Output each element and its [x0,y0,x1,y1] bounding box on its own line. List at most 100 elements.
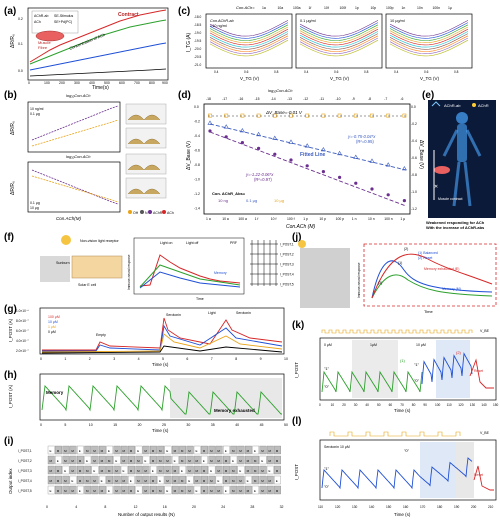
grid-cell [259,445,267,455]
xtick: 210 [488,505,494,509]
grid-cell [171,475,179,485]
data-point-10ng [354,181,358,185]
grid-cell [142,485,150,495]
xtick: 110 [447,403,452,407]
row-label: I_POST,3 [18,469,32,473]
panel-b-letter: (b) [4,90,17,101]
xtick: 80 [412,403,416,407]
grid-cell [244,455,252,465]
panel-h-curve [41,384,282,415]
cell-letter: M [93,479,96,483]
cell-letter: M [64,459,67,463]
xtick: 0.8 [274,70,279,74]
sensor-wave-4 [127,188,161,195]
cell-letter: M [57,449,60,453]
grid-cell [142,445,150,455]
ytick: 1.0×10⁻⁶ [16,309,30,313]
panel-a-legend-4: SE+Pd(PC) [54,20,72,24]
concentration-tick: 100p [386,6,394,10]
grid-cell [135,455,143,465]
grid-cell [201,475,208,485]
cell-letter: M [159,469,162,473]
panel-b-ylabel-2: ΔR/R₀ [10,181,16,195]
cell-letter: E [254,449,256,453]
grid-cell [62,475,70,485]
panel-i: (i) I_POST,1 E M M M E M M M E M M M E M M M E M M M E M M M E M M M… [4,436,284,517]
panel-d-eq2: y=-1.22-0.06*x [245,172,274,177]
grid-cell [142,475,150,485]
sensor-wave-2 [127,138,161,145]
cell-letter: E [217,479,219,483]
cell-letter: M [64,479,67,483]
data-point-10ng [321,170,325,174]
grid-cell [266,475,274,485]
cell-letter: E [115,459,117,463]
xtick: 28 [250,505,254,509]
xtick: 10 p [319,217,326,221]
grid-cell [150,485,157,495]
concentration-tick: 10a [278,6,284,10]
grid-cell [201,485,208,495]
cell-letter: M [203,489,206,493]
cell-letter: M [93,459,96,463]
panel-c-xlabel-3: V_TG (V) [420,76,440,81]
xtick: 2 [89,357,91,361]
xtick: 6 [186,357,188,361]
grid-cell [230,455,238,465]
grid-cell [215,445,223,455]
grid-cell [201,465,208,475]
grid-cell [215,465,223,475]
iv-curve [299,28,379,46]
grid-cell [150,455,157,465]
grid-cell [164,475,172,485]
data-point-10ng [305,164,309,168]
panel-l-xlabel: Time (s) [394,512,411,517]
cell-letter: M [174,479,177,483]
xtick: 110 [318,505,323,509]
grid-cell [77,465,84,475]
ytick-right: -0.4 [411,139,417,143]
xtick: 0 [40,423,42,427]
panel-k: (k) 0 μM 1μM 10 μM "1" "0" "1" "0" Reset… [292,320,499,413]
iv-curve [209,24,289,41]
series-line-green [29,19,167,65]
data-point-10ng [338,175,342,179]
grid-cell [47,465,55,475]
panel-d-xticks: 1 a 10 a 100 a 1 f 10 f 100 f 1 p 10 p 100 p 1 n 1… [206,217,405,221]
panel-d-legend-title: Con. AChR_Abs= [212,191,246,196]
cell-letter: E [79,489,81,493]
grid-cell [113,485,121,495]
grid-cell [266,445,274,455]
grid-cell [98,475,106,485]
pulse-train [321,329,473,334]
grid-cell [120,455,128,465]
panel-d-points [207,113,407,203]
panel-j-tag-3: (3) [378,281,382,285]
grid-cell [84,455,92,465]
xtick: 100 p [336,217,345,221]
cell-letter: M [71,449,74,453]
ytick: 4.0×10⁻⁷ [16,339,30,343]
grid-cell [274,475,281,485]
xtick: 100 [435,403,441,407]
cell-letter: M [144,479,147,483]
xtick: 30 [186,423,190,427]
xtick: 8 [235,357,237,361]
grid-cell [91,445,99,455]
ytick: 0.0 [194,105,199,109]
xtick: 800 [149,81,155,85]
cell-letter: E [166,449,168,453]
cell-letter: M [269,479,272,483]
body-torso [457,124,467,162]
panel-h-letter: (h) [4,370,17,381]
panel-l-region-gray [456,442,474,498]
panel-j: (j) (1) Balanced (2) Reset Memory exhaus… [292,232,497,314]
panel-g-label-serotonin-2: Serotonin [236,311,251,315]
grid-cell [179,465,187,475]
array-label: I_POST,3 [280,263,294,267]
top-tick: -12 [303,97,308,101]
grid-cell [237,445,245,455]
cell-letter: M [79,479,82,483]
row-label: I_POST,4 [18,479,32,483]
cell-letter: M [137,469,140,473]
